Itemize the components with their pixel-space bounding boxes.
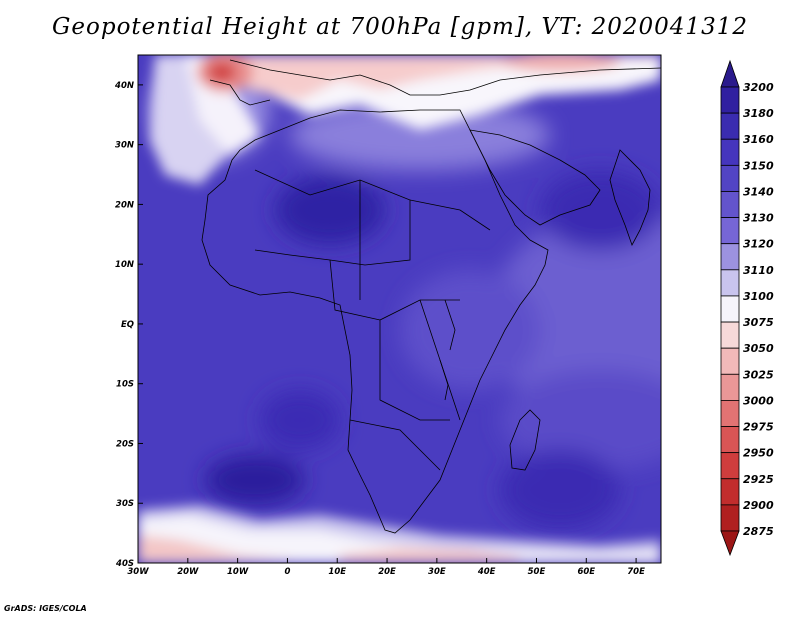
colorbar-cell: [720, 373, 740, 401]
colorbar-label: 2925: [743, 473, 774, 486]
colorbar-cell: [720, 269, 740, 297]
colorbar-label: 2975: [743, 421, 774, 434]
y-tick-label: EQ: [121, 320, 134, 330]
colorbar-label: 3025: [743, 368, 774, 381]
colorbar-cell: [720, 112, 740, 140]
colorbar-label: 3130: [743, 212, 774, 225]
colorbar-cell: [720, 478, 740, 506]
y-tick-label: 20S: [116, 439, 134, 449]
y-axis: 40N 30N 20N 10N EQ 10S 20S 30S 40S: [114, 81, 143, 569]
x-tick-label: 20W: [177, 567, 199, 577]
x-tick-label: 50E: [528, 567, 546, 577]
x-tick-label: 30W: [127, 567, 149, 577]
y-tick-label: 10S: [116, 380, 134, 390]
colorbar-cell: [720, 295, 740, 323]
x-tick-label: 20E: [378, 567, 396, 577]
colorbar-cell: [720, 164, 740, 192]
grads-credit: GrADS: IGES/COLA: [4, 604, 87, 613]
colorbar-cell: [720, 191, 740, 218]
colorbar-cell: [720, 86, 740, 114]
colorbar-top-arrow: [720, 59, 740, 88]
colorbar-cell: [720, 347, 740, 375]
height-field: [138, 55, 661, 563]
x-axis: 30W 20W 10W 0 10E 20E 30E 40E 50E 60E 70E: [127, 558, 645, 577]
colorbar-cell: [720, 243, 740, 271]
colorbar-label: 2875: [743, 525, 774, 538]
y-tick-label: 40N: [114, 81, 134, 91]
colorbar-label: 3075: [743, 316, 774, 329]
map-title: Geopotential Height at 700hPa [gpm], VT:…: [52, 14, 748, 40]
colorbar-label: 3140: [743, 185, 774, 198]
x-tick-label: 30E: [428, 567, 446, 577]
y-tick-label: 40S: [115, 559, 134, 569]
y-tick-label: 30N: [115, 141, 134, 151]
colorbar-label: 3100: [743, 290, 774, 303]
colorbar-cell: [720, 138, 740, 166]
x-tick-label: 40E: [477, 567, 496, 577]
colorbar-label: 3180: [743, 107, 774, 120]
y-tick-label: 20N: [115, 200, 134, 210]
colorbar-bottom-arrow: [720, 530, 740, 557]
colorbar-label: 3000: [743, 394, 774, 407]
y-tick-label: 30S: [116, 499, 134, 509]
x-tick-label: 70E: [627, 567, 645, 577]
colorbar-cell: [720, 400, 740, 427]
colorbar-cell: [720, 452, 740, 480]
x-tick-label: 60E: [577, 567, 595, 577]
x-tick-label: 0: [284, 567, 290, 577]
x-tick-label: 10E: [328, 567, 346, 577]
y-tick-label: 10N: [115, 260, 134, 270]
coastlines: [201, 59, 661, 534]
map-frame: [137, 54, 662, 564]
colorbar-cell: [720, 321, 740, 349]
colorbar-cell: [720, 504, 740, 532]
colorbar-cell: [720, 426, 740, 454]
colorbar-cell: [720, 217, 740, 245]
colorbar-label: 3200: [743, 81, 774, 94]
colorbar-label: 3160: [743, 133, 774, 146]
colorbar-label: 3150: [743, 159, 774, 172]
colorbar-label: 3050: [743, 342, 774, 355]
colorbar-label: 3110: [743, 264, 774, 277]
colorbar-label: 3120: [743, 238, 774, 251]
colorbar-label: 2950: [743, 447, 774, 460]
x-tick-label: 10W: [227, 567, 249, 577]
colorbar-label: 2900: [743, 499, 774, 512]
